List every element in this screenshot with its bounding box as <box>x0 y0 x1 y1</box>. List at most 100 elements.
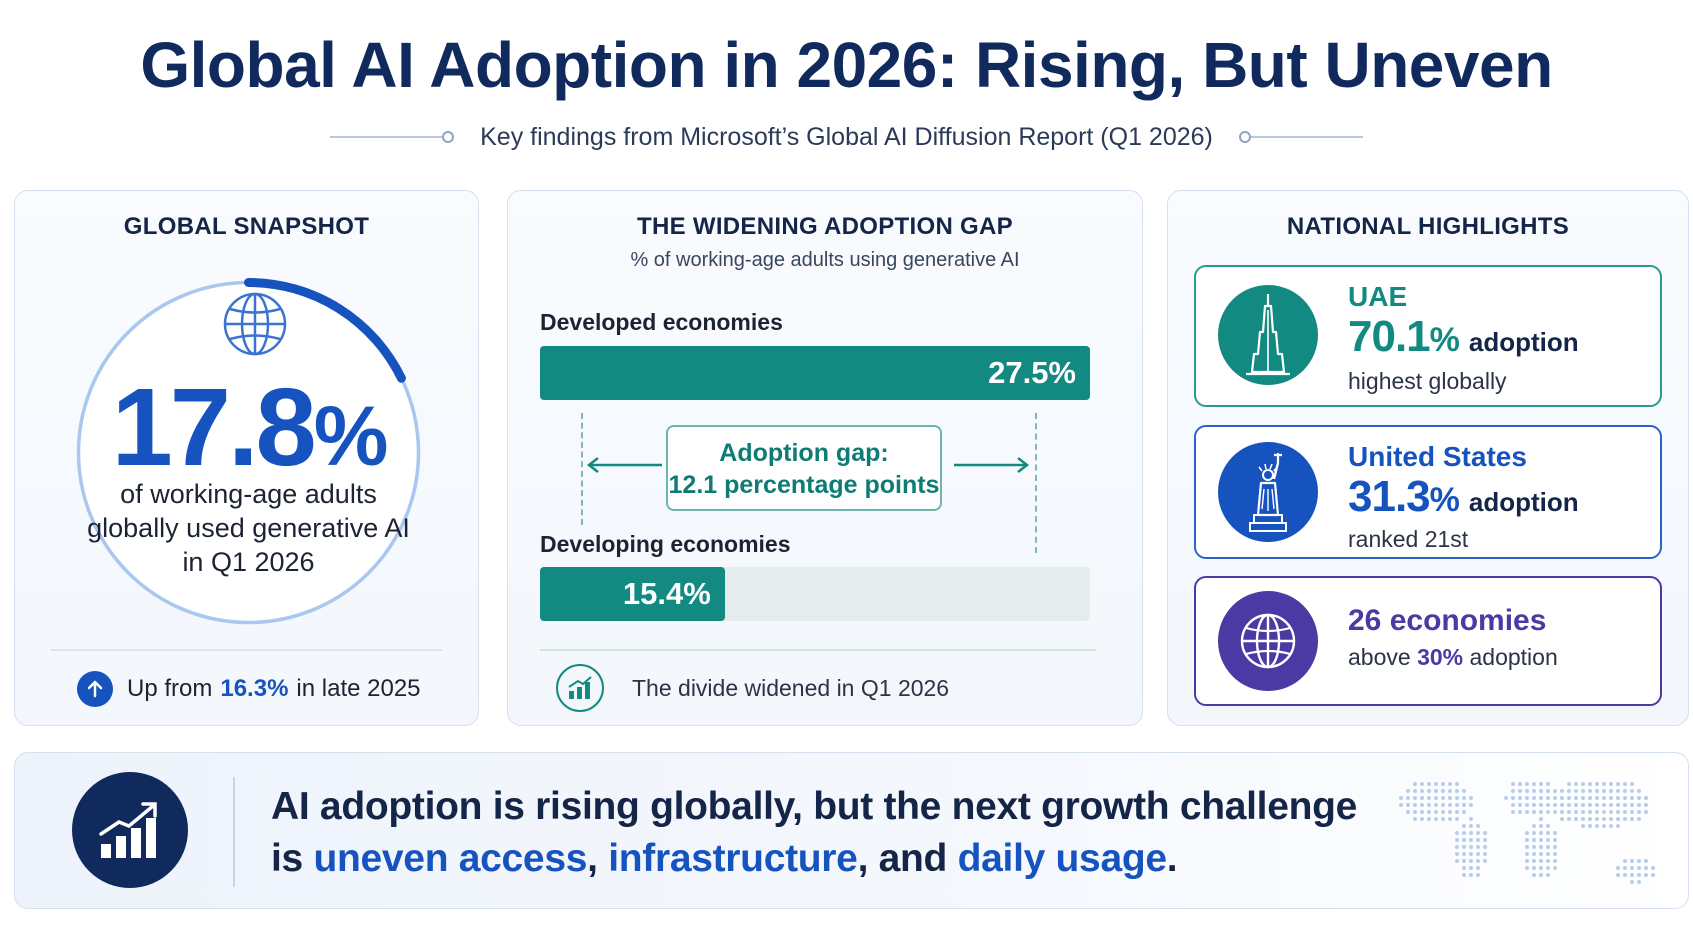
map-dot <box>1539 838 1543 842</box>
map-dot <box>1462 831 1466 835</box>
uae-value-row: 70.1% adoption <box>1348 313 1579 366</box>
map-dot <box>1581 817 1585 821</box>
map-dot <box>1420 810 1424 814</box>
globe-icon <box>1218 591 1318 691</box>
map-dot <box>1553 866 1557 870</box>
banner-line-2: is uneven access, infrastructure, and da… <box>271 833 1357 885</box>
map-dot <box>1476 838 1480 842</box>
highlight-united-states: United States 31.3% adoption ranked 21st <box>1194 425 1662 559</box>
map-dot <box>1525 852 1529 856</box>
map-dot <box>1434 789 1438 793</box>
map-dot <box>1406 796 1410 800</box>
map-dot <box>1637 866 1641 870</box>
map-dot <box>1532 789 1536 793</box>
map-dot <box>1406 803 1410 807</box>
map-dot <box>1462 873 1466 877</box>
us-value-row: 31.3% adoption <box>1348 473 1579 526</box>
map-dot <box>1476 873 1480 877</box>
map-dot <box>1581 824 1585 828</box>
map-dot <box>1455 838 1459 842</box>
developing-bar: 15.4% <box>540 567 725 621</box>
map-dot <box>1469 817 1473 821</box>
arrow-up-icon <box>77 671 113 707</box>
banner-line-1: AI adoption is rising globally, but the … <box>271 785 1358 828</box>
map-dot <box>1483 859 1487 863</box>
map-dot <box>1462 845 1466 849</box>
map-dot <box>1553 852 1557 856</box>
map-dot <box>1630 866 1634 870</box>
snapshot-number: 17.8 <box>111 366 317 489</box>
map-dot <box>1441 810 1445 814</box>
map-dot <box>1546 782 1550 786</box>
map-dot <box>1539 782 1543 786</box>
map-dot <box>1441 803 1445 807</box>
takeaway-banner: AI adoption is rising globally, but the … <box>14 752 1689 909</box>
map-dot <box>1462 824 1466 828</box>
map-dot <box>1525 845 1529 849</box>
map-dot <box>1546 873 1550 877</box>
map-dot <box>1532 824 1536 828</box>
map-dot <box>1630 789 1634 793</box>
global-snapshot-card: GLOBAL SNAPSHOT 17.8% of working-age adu… <box>14 190 479 726</box>
map-dot <box>1518 789 1522 793</box>
economies-note-value: 30% <box>1417 644 1464 670</box>
map-dot <box>1546 866 1550 870</box>
map-dot <box>1399 803 1403 807</box>
map-dot <box>1434 817 1438 821</box>
map-dot <box>1553 845 1557 849</box>
map-dot <box>1637 880 1641 884</box>
map-dot <box>1532 810 1536 814</box>
developing-value: 15.4% <box>622 576 711 611</box>
map-dot <box>1532 852 1536 856</box>
national-highlights-card: NATIONAL HIGHLIGHTS UAE 70.1% adoption hi… <box>1167 190 1689 726</box>
map-dot <box>1511 782 1515 786</box>
map-dot <box>1539 859 1543 863</box>
map-dot <box>1525 803 1529 807</box>
map-dot <box>1553 831 1557 835</box>
us-name: United States <box>1348 441 1527 472</box>
map-dot <box>1539 845 1543 849</box>
map-dot <box>1595 782 1599 786</box>
uae-text: UAE 70.1% adoption highest globally <box>1348 281 1579 395</box>
map-dot <box>1532 873 1536 877</box>
uae-adoption-label: adoption <box>1468 327 1579 357</box>
map-dot <box>1413 789 1417 793</box>
map-dot <box>1511 803 1515 807</box>
map-dot <box>1399 796 1403 800</box>
map-dot <box>1623 866 1627 870</box>
subtitle-row: Key findings from Microsoft’s Global AI … <box>0 120 1693 154</box>
banner-end: . <box>1166 837 1178 880</box>
map-dot <box>1448 789 1452 793</box>
us-unit: % <box>1429 481 1460 519</box>
gap-title: THE WIDENING ADOPTION GAP <box>637 213 1013 240</box>
map-dot <box>1574 803 1578 807</box>
snapshot-trend: Up from 16.3% in late 2025 <box>77 669 421 709</box>
map-dot <box>1462 852 1466 856</box>
map-dot <box>1588 789 1592 793</box>
map-dot <box>1567 817 1571 821</box>
map-dot <box>1609 789 1613 793</box>
arrow-left-icon <box>586 457 662 473</box>
map-dot <box>1595 824 1599 828</box>
uae-name: UAE <box>1348 281 1408 312</box>
gap-dash-left <box>581 413 583 525</box>
map-dot <box>1644 873 1648 877</box>
map-dot <box>1623 789 1627 793</box>
map-dot <box>1581 803 1585 807</box>
map-dot <box>1553 796 1557 800</box>
map-dot <box>1539 866 1543 870</box>
map-dot <box>1602 796 1606 800</box>
bar-chart-icon <box>556 664 604 712</box>
map-dot <box>1532 845 1536 849</box>
map-dot <box>1427 810 1431 814</box>
map-dot <box>1532 782 1536 786</box>
map-dot <box>1644 803 1648 807</box>
map-dot <box>1539 796 1543 800</box>
map-dot <box>1630 796 1634 800</box>
trend-prefix: Up from <box>127 675 213 702</box>
map-dot <box>1616 782 1620 786</box>
map-dot <box>1469 873 1473 877</box>
map-dot <box>1546 845 1550 849</box>
world-map-icon <box>1399 782 1655 884</box>
page-subtitle: Key findings from Microsoft’s Global AI … <box>480 122 1213 151</box>
